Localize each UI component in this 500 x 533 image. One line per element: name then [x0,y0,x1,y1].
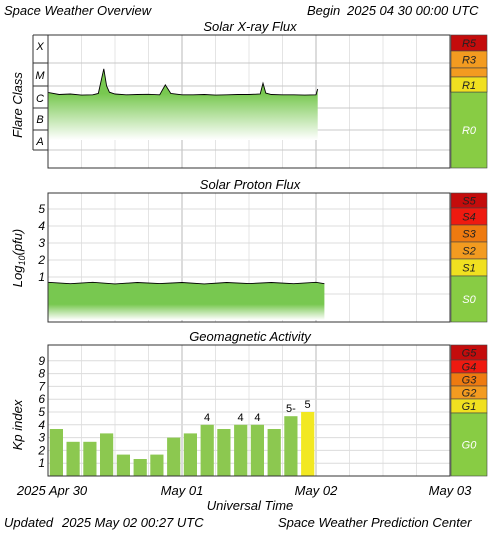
kp-bar [49,429,63,476]
kp-bar [183,433,197,476]
proton-y-label: Log10(pfu) [10,229,27,287]
proton-scale-label: S1 [462,263,475,275]
kp-bar [150,454,164,476]
xray-class-x: X [35,41,44,53]
kp-y-tick: 5 [38,405,45,419]
kp-bar [100,433,114,476]
kp-bar [66,441,80,476]
proton-y-tick: 1 [38,270,45,284]
proton-scale-label: S0 [462,294,476,306]
kp-scale-label: G2 [462,388,477,400]
x-tick-label: May 01 [161,483,204,498]
proton-scale-label: S3 [462,229,476,241]
x-axis-ticks: 2025 Apr 30 May 01 May 02 May 03 [16,483,472,498]
proton-y-tick: 5 [38,202,45,216]
kp-bar [234,424,248,476]
kp-y-tick: 9 [38,354,45,368]
updated-date: 2025 May 02 00:27 UTC [61,515,204,530]
proton-plot: 1 2 3 4 5 S5 S4 S3 S2 S1 S0 [37,192,488,323]
kp-y-tick: 3 [38,431,45,445]
proton-title: Solar Proton Flux [200,177,301,192]
kp-scale-g0 [450,412,488,477]
kp-scale-label: G5 [462,348,478,360]
proton-plot-border [47,192,451,323]
kp-bar-label: 4 [254,412,260,424]
xray-title: Solar X-ray Flux [203,19,297,34]
kp-bar [301,412,315,476]
kp-y-tick: 7 [38,379,46,393]
proton-scale-label: S5 [462,196,476,208]
xray-y-label: Flare Class [10,72,25,138]
credit: Space Weather Prediction Center [278,515,472,530]
begin-label: Begin [307,3,340,18]
kp-bar [167,437,181,476]
xray-flux-area [48,68,318,140]
kp-scale-label: G4 [462,362,477,374]
xray-scale-label: R3 [462,55,477,67]
xray-class-a: A [35,136,43,148]
proton-flux-area [48,282,325,320]
geomag-title: Geomagnetic Activity [189,329,312,344]
kp-scale-label: G0 [462,440,478,452]
xray-class-c: C [36,93,44,105]
proton-flux-line [47,281,325,285]
kp-y-tick: 1 [38,456,45,470]
kp-y-tick: 8 [38,367,45,381]
kp-bar [217,429,231,476]
proton-y-tick: 4 [38,219,45,233]
xray-scale-label: R0 [462,125,477,137]
kp-bar [267,429,281,476]
kp-y-tick: 6 [38,392,45,406]
kp-scale-label: G3 [462,375,478,387]
kp-bar [116,454,130,476]
proton-y-tick: 2 [37,253,45,267]
begin-date: 2025 04 30 00:00 UTC [346,3,479,18]
proton-y-tick: 3 [38,236,45,250]
x-tick-label: May 02 [295,483,338,498]
proton-scale-label: S2 [462,246,475,258]
xray-plot: XMCBAR5R3R1R0R1 [32,34,488,169]
xray-flux-line [47,68,319,96]
x-tick-label: 2025 Apr 30 [16,483,88,498]
kp-bar-label: 5- [286,403,296,415]
page-title: Space Weather Overview [4,3,153,18]
kp-bar-label: 5 [305,399,311,411]
proton-scale-s0 [450,275,488,323]
kp-scale-label: G1 [462,401,477,413]
geomag-y-label: Kp index [10,399,25,450]
xray-plot-border [47,34,451,169]
kp-bar [250,424,264,476]
xray-scale-r0 [450,91,488,169]
kp-bar [83,441,97,476]
x-axis-label: Universal Time [207,498,294,513]
xray-scale-label: R5 [462,38,477,50]
kp-plot-border [47,344,451,477]
kp-y-tick: 2 [37,443,45,457]
kp-bar [200,424,214,476]
xray-scale-r1-band [450,76,488,93]
x-tick-label: May 03 [429,483,472,498]
xray-scale-r2 [450,67,488,78]
kp-bar-label: 4 [238,412,244,424]
kp-bar-label: 4 [204,412,210,424]
xray-class-m: M [35,70,45,82]
kp-y-tick: 4 [38,418,45,432]
kp-bar [133,459,147,476]
xray-class-b: B [36,114,43,126]
kp-bar [284,416,298,476]
proton-scale-label: S4 [462,212,475,224]
updated-label: Updated [4,515,54,530]
xray-scale-label: R1 [462,80,476,92]
